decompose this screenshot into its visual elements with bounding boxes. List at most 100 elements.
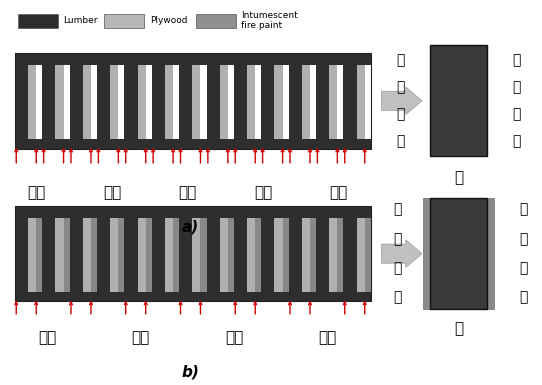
Bar [146, 53, 152, 149]
Bar [192, 65, 201, 139]
Bar [17, 13, 58, 28]
Text: 🔥: 🔥 [393, 203, 402, 217]
Bar [255, 53, 261, 149]
Bar [83, 218, 91, 292]
Bar [196, 13, 236, 28]
Bar [83, 65, 91, 139]
Bar [118, 206, 124, 301]
Bar [302, 65, 310, 139]
Text: 🔥: 🔥 [393, 232, 402, 246]
Bar [192, 218, 201, 292]
Text: 🔥🔥: 🔥🔥 [27, 185, 46, 200]
Bar [228, 53, 234, 149]
Bar [138, 65, 146, 139]
Bar [337, 206, 344, 301]
Bar [138, 218, 146, 292]
Bar [173, 53, 179, 149]
Bar [165, 218, 173, 292]
Bar [310, 206, 316, 301]
Text: 🔥: 🔥 [454, 321, 463, 336]
FancyArrow shape [382, 240, 422, 268]
Bar [282, 53, 289, 149]
Bar [274, 218, 282, 292]
Bar [55, 65, 63, 139]
Text: a): a) [182, 219, 199, 234]
Text: 🔥: 🔥 [512, 134, 520, 148]
Bar [63, 206, 69, 301]
Bar [329, 65, 337, 139]
Bar [430, 198, 487, 309]
Text: 🔥: 🔥 [454, 170, 463, 185]
Bar [337, 53, 344, 149]
Text: 🔥: 🔥 [396, 134, 404, 148]
Bar [15, 206, 371, 218]
Text: Intumescent
fire paint: Intumescent fire paint [241, 11, 298, 30]
Bar [15, 139, 371, 149]
Bar [63, 53, 69, 149]
Text: 🔥: 🔥 [519, 261, 527, 275]
Bar [487, 198, 494, 309]
Bar [310, 53, 316, 149]
Bar [118, 53, 124, 149]
Bar [430, 45, 487, 156]
Text: 🔥🔥: 🔥🔥 [132, 330, 150, 345]
Bar [357, 65, 365, 139]
Bar [146, 206, 152, 301]
Text: 🔥🔥: 🔥🔥 [254, 185, 272, 200]
Bar [15, 206, 371, 301]
Bar [36, 53, 42, 149]
Bar [365, 206, 371, 301]
Bar [104, 13, 144, 28]
Text: 🔥: 🔥 [393, 261, 402, 275]
Text: 🔥🔥: 🔥🔥 [103, 185, 121, 200]
Bar [365, 53, 371, 149]
Text: 🔥: 🔥 [512, 80, 520, 94]
Bar [91, 206, 97, 301]
Bar [110, 65, 118, 139]
Bar [15, 53, 371, 149]
Bar [28, 65, 36, 139]
Bar [91, 53, 97, 149]
Text: 🔥: 🔥 [519, 232, 527, 246]
Bar [228, 206, 234, 301]
Text: 🔥🔥: 🔥🔥 [38, 330, 56, 345]
Text: 🔥: 🔥 [396, 107, 404, 121]
Bar [165, 65, 173, 139]
Bar [220, 218, 228, 292]
Bar [302, 218, 310, 292]
Text: Plywood: Plywood [150, 16, 187, 25]
Text: Lumber: Lumber [63, 16, 98, 25]
Text: 🔥🔥: 🔥🔥 [178, 185, 197, 200]
Text: 🔥: 🔥 [396, 54, 404, 68]
Text: 🔥: 🔥 [396, 80, 404, 94]
Bar [15, 206, 371, 301]
Bar [220, 65, 228, 139]
Bar [247, 65, 255, 139]
Bar [357, 218, 365, 292]
Bar [274, 65, 282, 139]
Bar [173, 206, 179, 301]
Text: 🔥🔥: 🔥🔥 [319, 330, 337, 345]
Bar [247, 218, 255, 292]
Bar [15, 292, 371, 301]
Bar [28, 218, 36, 292]
Text: 🔥: 🔥 [519, 291, 527, 305]
FancyArrow shape [382, 87, 422, 114]
Text: b): b) [181, 365, 199, 380]
Text: 🔥🔥: 🔥🔥 [225, 330, 243, 345]
Text: 🔥: 🔥 [393, 291, 402, 305]
Bar [55, 218, 63, 292]
Bar [201, 53, 207, 149]
Bar [36, 206, 42, 301]
Text: 🔥: 🔥 [519, 203, 527, 217]
Bar [15, 53, 371, 65]
Bar [329, 218, 337, 292]
Bar [110, 218, 118, 292]
Text: 🔥: 🔥 [512, 107, 520, 121]
Text: 🔥🔥: 🔥🔥 [330, 185, 347, 200]
Bar [15, 53, 371, 149]
Bar [423, 198, 430, 309]
Text: 🔥: 🔥 [512, 54, 520, 68]
Bar [201, 206, 207, 301]
Bar [255, 206, 261, 301]
